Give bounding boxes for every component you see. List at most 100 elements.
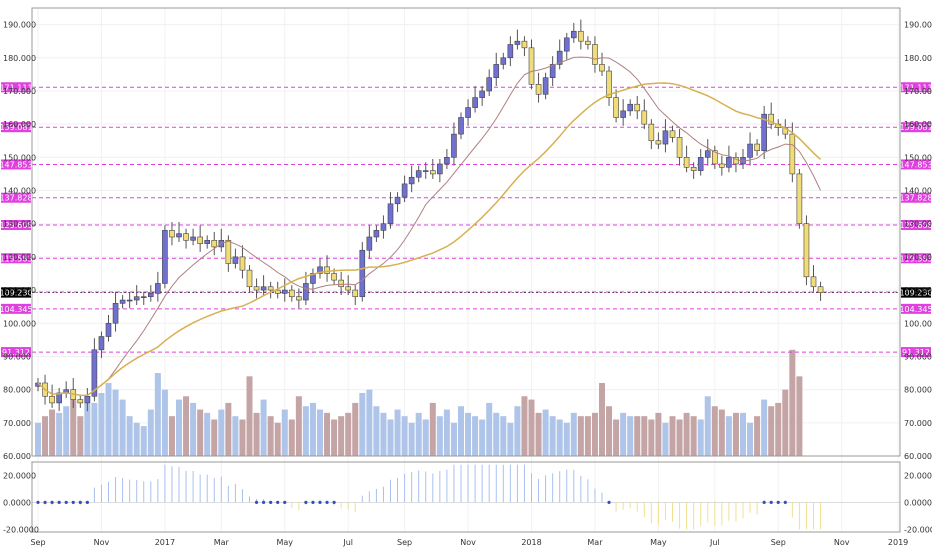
candle-body <box>451 133 457 158</box>
oscillator-pane <box>32 464 900 530</box>
candle-body <box>648 123 655 142</box>
candle-body <box>796 173 803 225</box>
candle-body <box>366 236 373 251</box>
volume-bar <box>768 406 775 456</box>
volume-bar <box>253 412 260 456</box>
volume-bar <box>415 412 422 456</box>
volume-bar <box>140 426 147 456</box>
volume-bar <box>63 406 70 456</box>
candle-body <box>274 289 281 294</box>
candle-body <box>246 269 253 288</box>
level-label-left: 171.111 <box>0 83 33 92</box>
volume-bar <box>394 409 401 456</box>
volume-bar <box>168 416 175 456</box>
candle-body <box>479 90 485 98</box>
price-tick-right: 190.000 <box>904 21 932 30</box>
price-tick-left: 80.000 <box>3 386 31 395</box>
candle-body <box>817 286 824 293</box>
candle-body <box>112 303 119 324</box>
candle-body <box>98 336 105 351</box>
oscillator-dot <box>776 500 780 504</box>
last-price-label-right: 109.230 <box>899 289 932 298</box>
level-label-right: 104.345 <box>899 305 932 314</box>
candle-body <box>528 47 535 85</box>
level-label-bg-right <box>901 253 931 264</box>
candle-body <box>303 283 309 301</box>
oscillator-dot <box>311 500 315 504</box>
candle-body <box>599 64 605 72</box>
volume-bar <box>584 416 591 456</box>
price-tick-right: 120.000 <box>904 253 932 262</box>
candle-body <box>345 286 352 291</box>
oscillator-dot <box>262 500 266 504</box>
volume-bar <box>775 402 782 456</box>
volume-bar <box>42 416 49 456</box>
candle-body <box>613 97 619 118</box>
volume-bar <box>295 396 302 456</box>
volume-bar <box>387 419 394 456</box>
level-label-right: 91.312 <box>902 348 930 357</box>
volume-bar <box>359 392 366 456</box>
candle-body <box>126 299 133 302</box>
price-pane-border <box>31 7 901 457</box>
volume-bar <box>761 399 768 456</box>
volume-bar <box>436 416 443 456</box>
candle-body <box>641 110 648 125</box>
candle-body <box>472 97 478 108</box>
candle-body <box>190 236 196 241</box>
oscillator-dot <box>269 500 273 504</box>
candle-body <box>49 395 55 404</box>
candle-body <box>162 230 168 284</box>
volume-bar <box>697 419 704 456</box>
oscillator-dot <box>283 500 287 504</box>
price-tick-left: 110.000 <box>3 286 36 295</box>
candle-body <box>556 50 563 65</box>
price-tick-left: 180.000 <box>3 54 36 63</box>
volume-bar <box>725 416 732 456</box>
volume-bar <box>288 419 295 456</box>
volume-bar <box>662 422 669 456</box>
volume-bar <box>634 416 641 456</box>
oscillator-dot <box>769 500 773 504</box>
candle-body <box>267 286 274 291</box>
candle-body <box>634 103 641 112</box>
price-tick-left: 150.000 <box>3 153 36 162</box>
oscillator-dot <box>762 500 766 504</box>
volume-bar <box>570 412 577 456</box>
candle-body <box>373 230 380 238</box>
oscillator-dot <box>325 500 329 504</box>
volume-bar <box>732 412 739 456</box>
volume-bar <box>479 419 486 456</box>
volume-bar <box>331 419 338 456</box>
candle-body <box>324 266 330 274</box>
volume-bar <box>183 396 190 456</box>
price-tick-left: 140.000 <box>3 187 36 196</box>
level-label-right: 159.081 <box>899 123 932 132</box>
x-tick-label: May <box>276 538 293 547</box>
volume-bar <box>154 373 161 456</box>
volume-bar <box>112 389 119 456</box>
candle-body <box>155 283 161 294</box>
volume-bar <box>324 412 331 456</box>
level-label-bg-right <box>901 303 931 314</box>
candle-body <box>662 130 669 145</box>
volume-bar <box>147 409 154 456</box>
candle-body <box>486 77 493 92</box>
candle-body <box>768 113 775 125</box>
oscillator-dot <box>304 500 308 504</box>
volume-bars <box>35 349 803 456</box>
volume-bar <box>641 416 648 456</box>
volume-bar <box>211 419 218 456</box>
price-tick-left: 90.000 <box>3 352 31 361</box>
x-tick-label: Jul <box>342 538 353 547</box>
level-label-right: 137.828 <box>899 194 932 203</box>
candle-body <box>84 395 91 404</box>
price-tick-right: 100.000 <box>904 319 932 328</box>
price-tick-left: 160.000 <box>3 120 36 129</box>
candle-body <box>288 289 295 298</box>
volume-bar <box>528 399 535 456</box>
candle-body <box>507 44 514 59</box>
volume-bar <box>740 412 746 456</box>
candle-body <box>77 399 84 404</box>
